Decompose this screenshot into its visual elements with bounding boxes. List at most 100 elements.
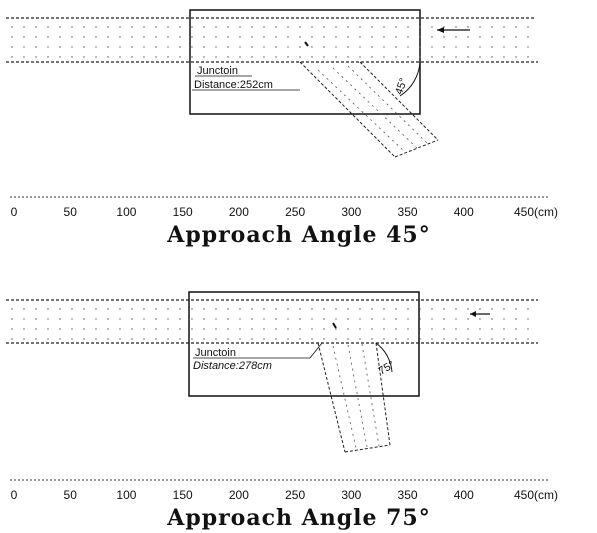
- velocity-dot: [359, 26, 361, 28]
- velocity-dot: [11, 56, 13, 58]
- velocity-dot: [83, 318, 85, 320]
- distance-label: Distance:252cm: [194, 79, 273, 91]
- velocity-dot: [143, 328, 145, 330]
- velocity-dot: [215, 46, 217, 48]
- measurement-window: [189, 9, 421, 115]
- velocity-dot: [275, 318, 277, 320]
- velocity-dot: [239, 308, 241, 310]
- velocity-dot: [479, 318, 481, 320]
- velocity-dot: [299, 308, 301, 310]
- axis-tick-label: 250: [285, 205, 305, 219]
- velocity-dot: [275, 308, 277, 310]
- junction-label: Junctoin: [195, 347, 236, 359]
- velocity-dot: [11, 308, 13, 310]
- velocity-dot: [155, 308, 157, 310]
- velocity-dot: [263, 46, 265, 48]
- axis-tick-label: 350: [398, 205, 418, 219]
- velocity-dot: [83, 338, 85, 340]
- velocity-dot: [455, 338, 457, 340]
- velocity-dot: [527, 46, 529, 48]
- velocity-dot: [251, 318, 253, 320]
- velocity-dot: [239, 56, 241, 58]
- velocity-dot: [23, 318, 25, 320]
- velocity-dot: [503, 318, 505, 320]
- axis-tick-label: 50: [64, 488, 78, 502]
- velocity-dot: [167, 308, 169, 310]
- velocity-dot: [167, 318, 169, 320]
- velocity-dot: [71, 36, 73, 38]
- velocity-dot: [215, 36, 217, 38]
- velocity-dot: [239, 36, 241, 38]
- velocity-dot: [455, 328, 457, 330]
- velocity-dot: [35, 46, 37, 48]
- velocity-dot: [83, 56, 85, 58]
- velocity-dot: [107, 46, 109, 48]
- axis-tick-label: 350: [398, 488, 418, 502]
- velocity-dot: [455, 46, 457, 48]
- velocity-dot: [527, 328, 529, 330]
- velocity-dot: [407, 56, 409, 58]
- velocity-dot: [23, 26, 25, 28]
- velocity-dot: [47, 328, 49, 330]
- velocity-dot: [479, 338, 481, 340]
- velocity-dot: [335, 46, 337, 48]
- velocity-dot: [419, 36, 421, 38]
- axis-tick-label: 50: [64, 205, 78, 219]
- velocity-dot: [503, 26, 505, 28]
- velocity-dot: [335, 318, 337, 320]
- velocity-dot: [203, 318, 205, 320]
- velocity-dot: [407, 36, 409, 38]
- velocity-dot: [287, 46, 289, 48]
- velocity-dot: [35, 318, 37, 320]
- velocity-dot: [275, 328, 277, 330]
- velocity-dot: [59, 36, 61, 38]
- velocity-dot: [155, 36, 157, 38]
- velocity-dot: [443, 318, 445, 320]
- velocity-dot: [119, 36, 121, 38]
- velocity-dot: [287, 338, 289, 340]
- velocity-dot: [71, 328, 73, 330]
- velocity-dot: [143, 338, 145, 340]
- distance-axis-ticks: 0 50 100 150 200 250 300 350 400 450(cm): [11, 488, 558, 502]
- velocity-dot: [71, 26, 73, 28]
- velocity-dot: [59, 46, 61, 48]
- velocity-dot: [119, 308, 121, 310]
- velocity-dot: [323, 318, 325, 320]
- velocity-dot: [215, 328, 217, 330]
- velocity-dot: [119, 328, 121, 330]
- velocity-dot: [515, 26, 517, 28]
- velocity-dot: [371, 56, 373, 58]
- velocity-dot: [287, 318, 289, 320]
- velocity-dot: [347, 26, 349, 28]
- angle-label: 45°: [393, 77, 410, 97]
- velocity-dot: [59, 26, 61, 28]
- velocity-dot: [527, 26, 529, 28]
- velocity-dot: [131, 328, 133, 330]
- velocity-dot: [179, 46, 181, 48]
- panel-title: Approach Angle 45°: [166, 222, 430, 248]
- velocity-dot: [491, 46, 493, 48]
- axis-tick-label: 400: [454, 205, 474, 219]
- velocity-dot: [479, 26, 481, 28]
- velocity-dot: [47, 56, 49, 58]
- velocity-dot: [23, 46, 25, 48]
- velocity-dot: [467, 328, 469, 330]
- velocity-dot: [527, 308, 529, 310]
- velocity-dot: [203, 338, 205, 340]
- velocity-dot: [323, 308, 325, 310]
- velocity-dot: [443, 46, 445, 48]
- velocity-dot: [167, 36, 169, 38]
- velocity-dot: [263, 26, 265, 28]
- velocity-dot: [491, 36, 493, 38]
- velocity-dot: [455, 26, 457, 28]
- velocity-dot: [155, 318, 157, 320]
- velocity-dot: [431, 338, 433, 340]
- velocity-dot: [503, 56, 505, 58]
- velocity-dot: [515, 46, 517, 48]
- velocity-dot: [239, 338, 241, 340]
- velocity-dot: [95, 26, 97, 28]
- velocity-dot: [251, 328, 253, 330]
- velocity-dot: [47, 338, 49, 340]
- velocity-dot: [347, 318, 349, 320]
- velocity-dot: [383, 36, 385, 38]
